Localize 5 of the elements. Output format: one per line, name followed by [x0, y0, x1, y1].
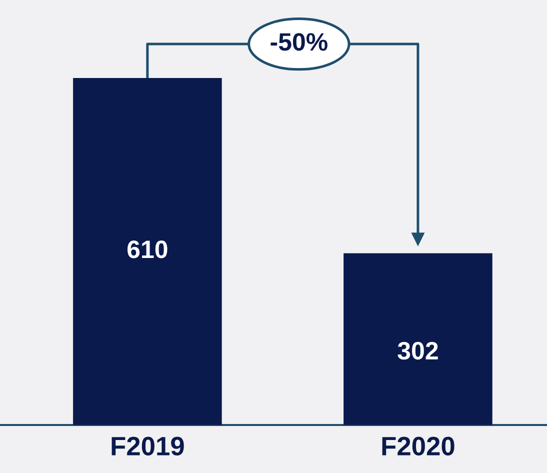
x-tick-label: F2020	[382, 436, 454, 456]
data-label: 302	[398, 342, 438, 360]
data-label: 610	[127, 240, 168, 258]
text: -50%	[270, 33, 328, 51]
x-tick-label: F2019	[112, 436, 184, 456]
